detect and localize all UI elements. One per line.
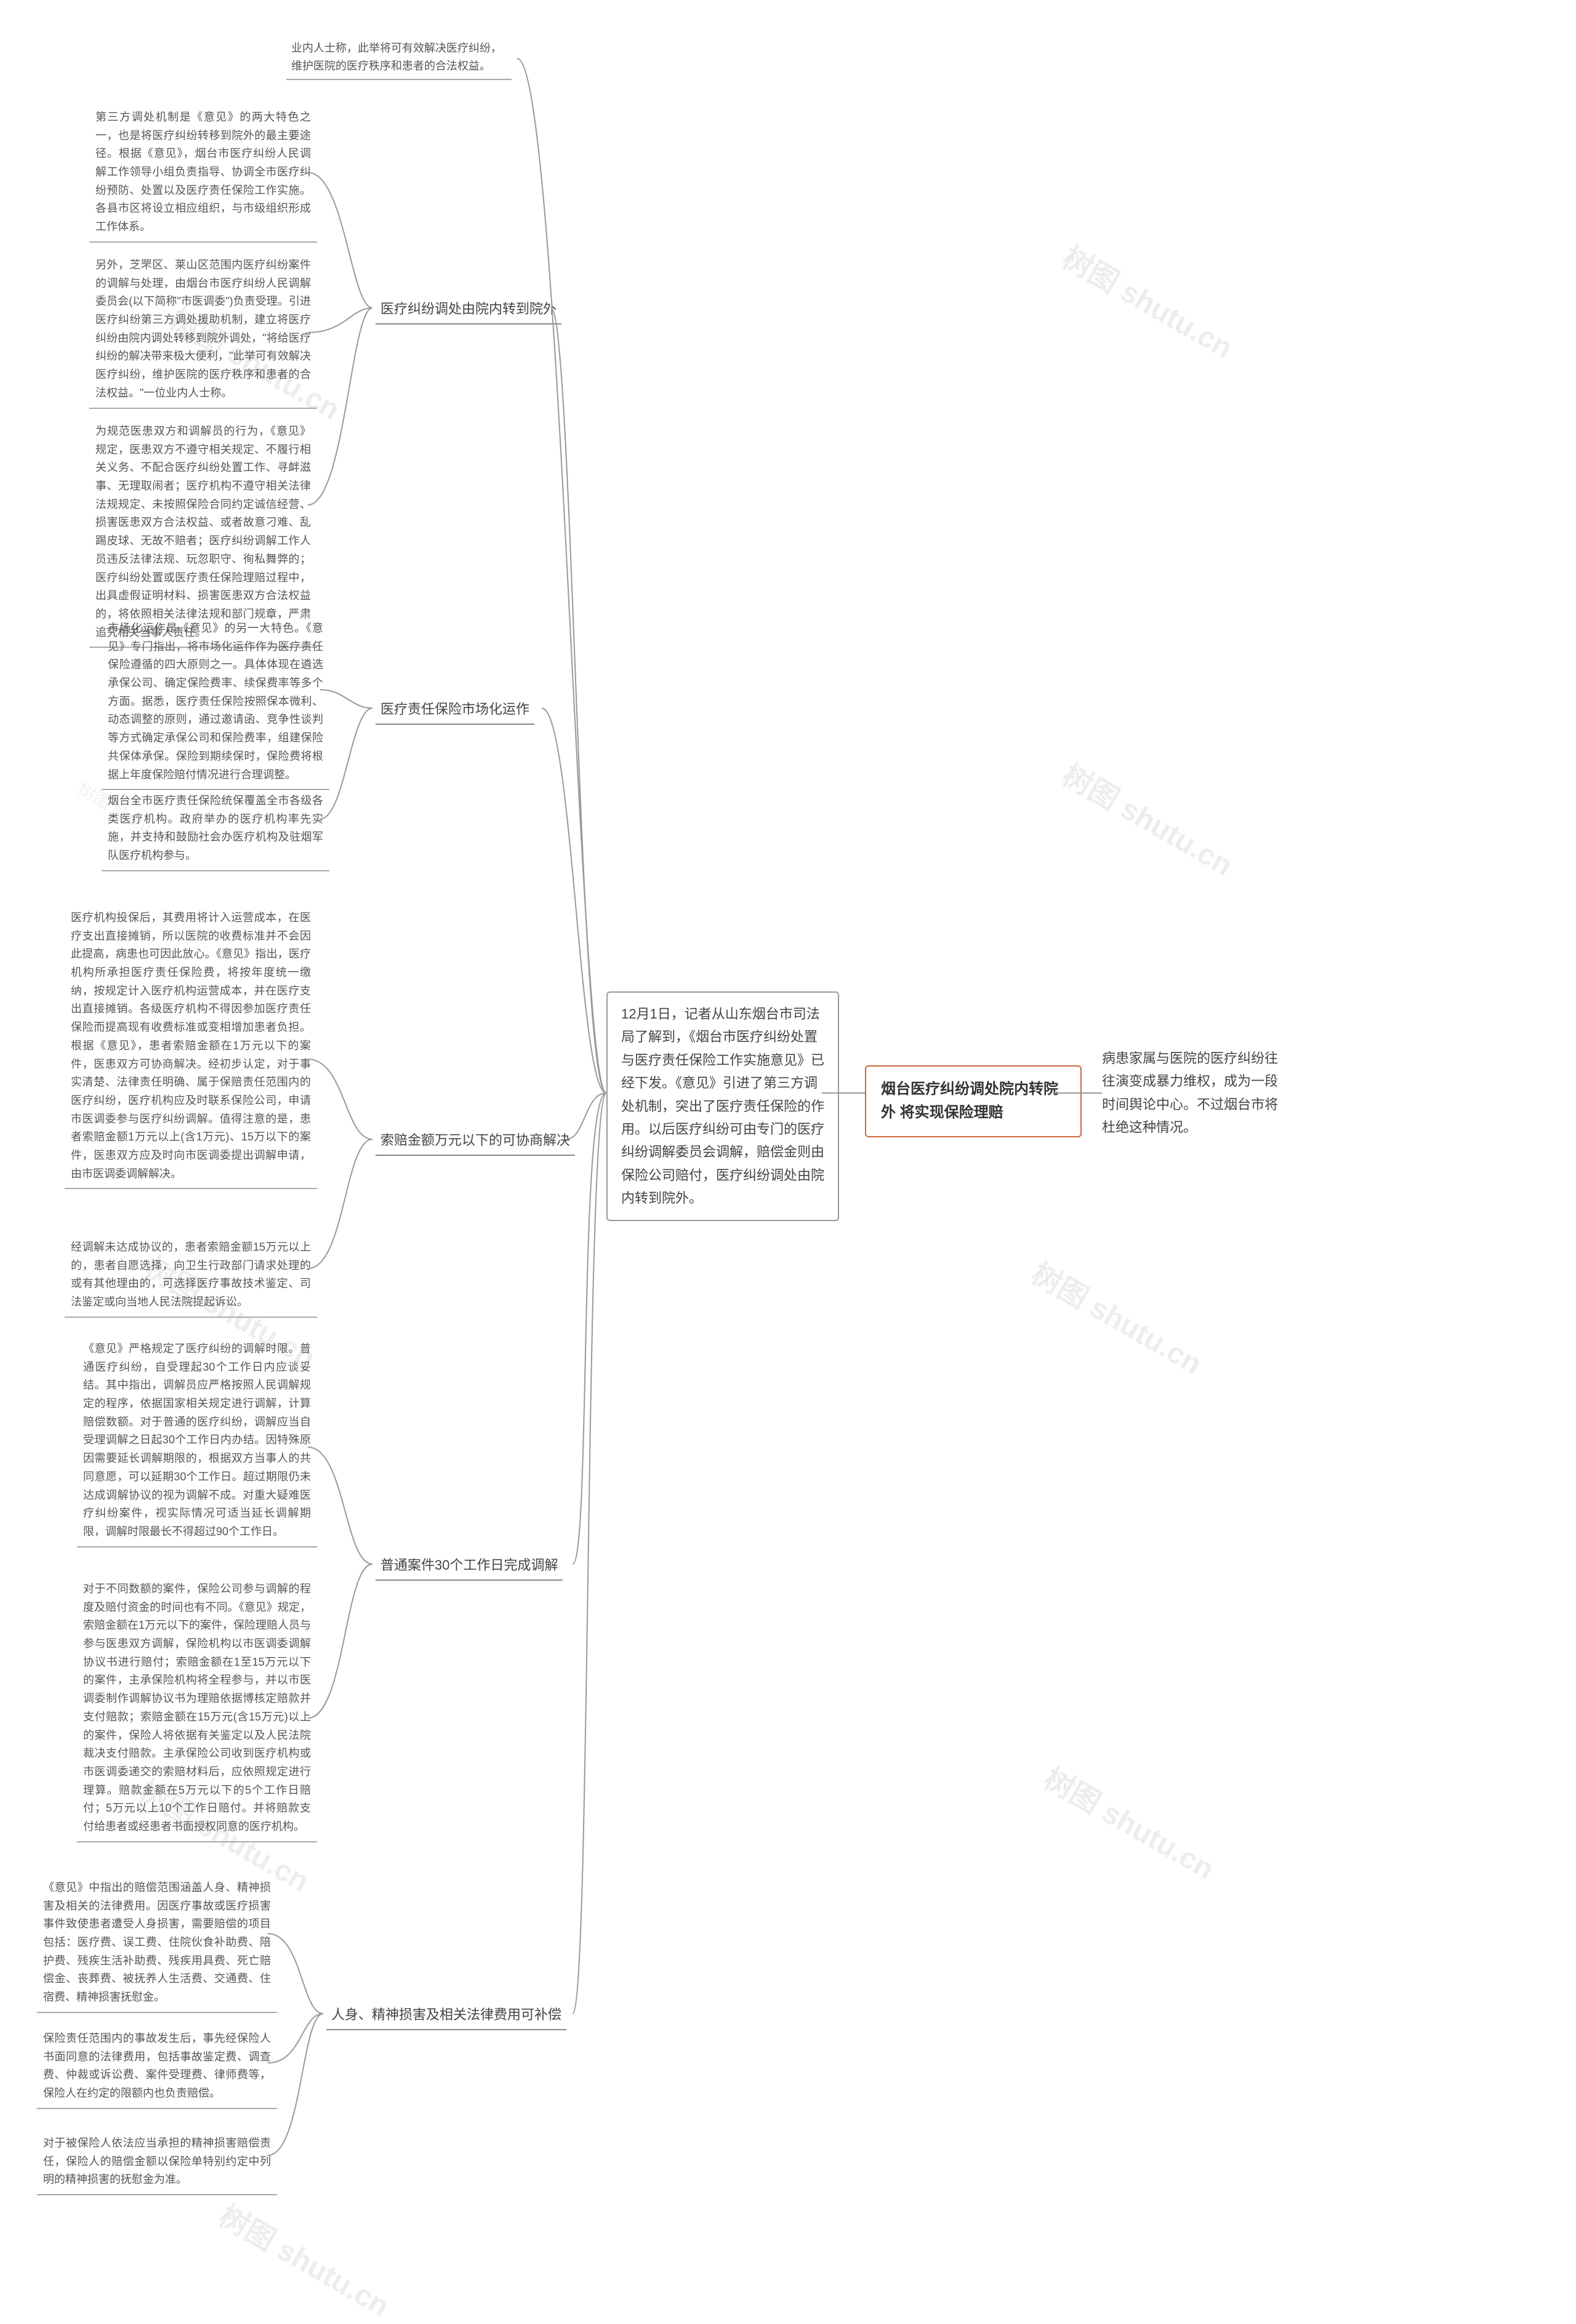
- leaf-b5-2: 保险责任范围内的事故发生后，事先经保险人书面同意的法律费用，包括事故鉴定费、调查…: [37, 2026, 277, 2109]
- watermark: 树图 shutu.cn: [1056, 234, 1242, 366]
- leaf-b1-2: 另外，芝罘区、莱山区范围内医疗纠纷案件的调解与处理，由烟台市医疗纠纷人民调解委员…: [89, 252, 317, 409]
- leaf-b1-1: 第三方调处机制是《意见》的两大特色之一，也是将医疗纠纷转移到院外的最主要途径。根…: [89, 105, 317, 243]
- branch-b5: 人身、精神损害及相关法律费用可补偿: [326, 2001, 566, 2030]
- intro-node: 12月1日，记者从山东烟台市司法局了解到，《烟台市医疗纠纷处置与医疗责任保险工作…: [606, 991, 839, 1221]
- leaf-b1-3: 为规范医患双方和调解员的行为，《意见》规定，医患双方不遵守相关规定、不履行相关义…: [89, 419, 317, 648]
- root-title: 烟台医疗纠纷调处院内转院外 将实现保险理赔: [881, 1081, 1058, 1121]
- leaf-b5-3: 对于被保险人依法应当承担的精神损害赔偿责任，保险人的赔偿金额以保险单特别约定中列…: [37, 2131, 277, 2195]
- branch-b2: 医疗责任保险市场化运作: [376, 696, 534, 725]
- watermark: 树图 shutu.cn: [1037, 1755, 1224, 1887]
- leaf-b2-2: 烟台全市医疗责任保险统保覆盖全市各级各类医疗机构。政府举办的医疗机构率先实施，并…: [102, 788, 329, 871]
- branch-b1: 医疗纠纷调处由院内转到院外: [376, 296, 561, 325]
- intro-text: 12月1日，记者从山东烟台市司法局了解到，《烟台市医疗纠纷处置与医疗责任保险工作…: [621, 1006, 824, 1206]
- leaf-b2-1: 市场化运作是《意见》的另一大特色。《意见》专门指出，将市场化运作作为医疗责任保险…: [102, 616, 329, 790]
- root-node: 烟台医疗纠纷调处院内转院外 将实现保险理赔: [865, 1065, 1082, 1137]
- top-blurb: 业内人士称，此举将可有效解决医疗纠纷，维护医院的医疗秩序和患者的合法权益。: [286, 37, 512, 80]
- branch-b3: 索赔金额万元以下的可协商解决: [376, 1127, 575, 1156]
- leaf-b3-1: 医疗机构投保后，其费用将计入运营成本，在医疗支出直接摊销，所以医院的收费标准并不…: [65, 905, 317, 1189]
- top-blurb-text: 业内人士称，此举将可有效解决医疗纠纷，维护医院的医疗秩序和患者的合法权益。: [291, 42, 502, 72]
- watermark: 树图 shutu.cn: [1056, 751, 1242, 884]
- branch-b4: 普通案件30个工作日完成调解: [376, 1552, 563, 1581]
- leaf-b5-1: 《意见》中指出的赔偿范围涵盖人身、精神损害及相关的法律费用。因医疗事故或医疗损害…: [37, 1875, 277, 2013]
- rhs-node: 病患家属与医院的医疗纠纷往往演变成暴力维权，成为一段时间舆论中心。不过烟台市将杜…: [1102, 1047, 1287, 1139]
- leaf-b4-2: 对于不同数额的案件，保险公司参与调解的程度及赔付资金的时间也有不同。《意见》规定…: [77, 1576, 317, 1842]
- watermark: 树图 shutu.cn: [1025, 1250, 1212, 1382]
- leaf-b4-1: 《意见》严格规定了医疗纠纷的调解时限。普通医疗纠纷，自受理起30个工作日内应谈妥…: [77, 1336, 317, 1547]
- mindmap-canvas: 树图 shutu.cn 树图 shutu.cn 树图 shutu.cn 树图 s…: [0, 0, 1576, 2324]
- watermark: 树图 shutu.cn: [212, 2192, 399, 2324]
- leaf-b3-2: 经调解未达成协议的，患者索赔金额15万元以上的，患者自愿选择，向卫生行政部门请求…: [65, 1235, 317, 1318]
- rhs-text: 病患家属与医院的医疗纠纷往往演变成暴力维权，成为一段时间舆论中心。不过烟台市将杜…: [1102, 1051, 1278, 1135]
